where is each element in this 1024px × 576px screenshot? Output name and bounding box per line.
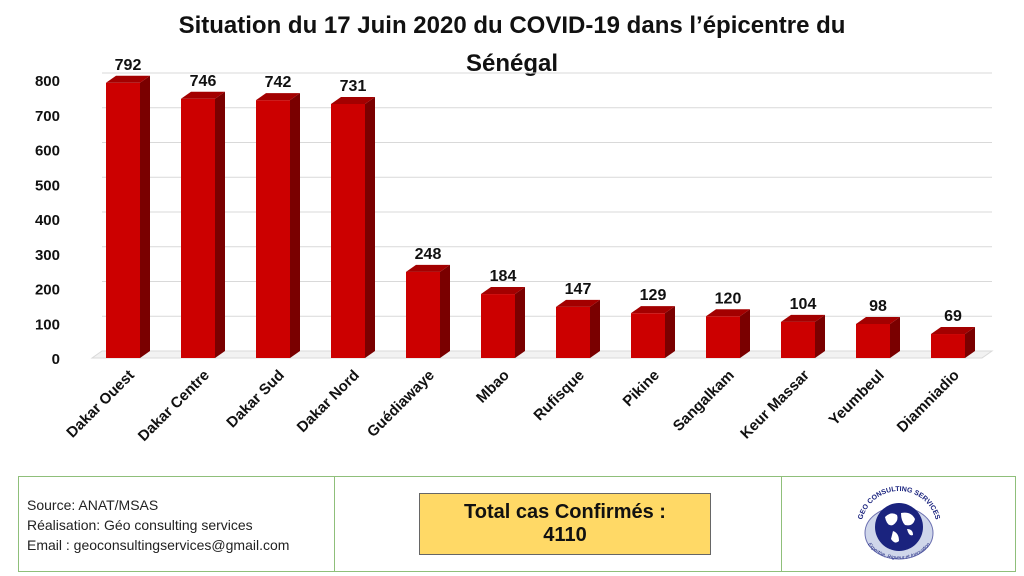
- x-tick-label: Mbao: [473, 367, 513, 407]
- data-label: 147: [565, 281, 592, 298]
- footer-info-cell: Source: ANAT/MSAS Réalisation: Géo consu…: [19, 477, 335, 571]
- realisation-text: Réalisation: Géo consulting services: [27, 517, 253, 533]
- bar-top: [181, 91, 225, 99]
- data-label: 104: [790, 296, 817, 313]
- bar-side: [290, 93, 300, 358]
- bar-top: [781, 314, 825, 322]
- x-tick-label: Yeumbeul: [826, 367, 888, 429]
- x-tick-label: Guédiawaye: [364, 367, 438, 441]
- x-tick-label: Pikine: [620, 367, 663, 410]
- source-text: Source: ANAT/MSAS: [27, 497, 159, 513]
- y-tick-label: 600: [35, 143, 60, 160]
- bar-side: [365, 96, 375, 358]
- bar: [781, 321, 815, 358]
- email-text: Email : geoconsultingservices@gmail.com: [27, 537, 290, 553]
- bar-side: [215, 91, 225, 358]
- bar-top: [856, 316, 900, 324]
- bar-top: [481, 287, 525, 295]
- data-label: 184: [490, 268, 517, 285]
- bar: [856, 323, 890, 358]
- x-tick-label: Keur Massar: [737, 367, 813, 443]
- bar: [181, 98, 215, 358]
- x-tick-label: Sangalkam: [670, 367, 738, 435]
- y-tick-label: 300: [35, 247, 60, 264]
- data-label: 129: [640, 287, 667, 304]
- data-label: 742: [265, 74, 292, 91]
- y-tick-label: 0: [52, 351, 60, 368]
- bar: [706, 316, 740, 358]
- data-label: 792: [115, 57, 142, 74]
- data-label: 248: [415, 246, 442, 263]
- bar: [406, 271, 440, 358]
- footer-logo-cell: GEO CONSULTING SERVICES Expertise, Rigue…: [781, 477, 1015, 571]
- data-label: 98: [869, 298, 887, 315]
- bar-side: [815, 314, 825, 358]
- chart-floor: [90, 350, 994, 359]
- globe-icon: [864, 503, 934, 560]
- bar-top: [556, 299, 600, 307]
- bar-side: [590, 299, 600, 358]
- total-confirmed-box: Total cas Confirmés : 4110: [419, 493, 711, 555]
- y-tick-label: 800: [35, 73, 60, 90]
- bar-side: [515, 287, 525, 358]
- bar-side: [140, 75, 150, 358]
- y-tick-label: 200: [35, 282, 60, 299]
- bar-side: [890, 316, 900, 358]
- bar: [331, 103, 365, 358]
- bar-top: [706, 309, 750, 317]
- logo: GEO CONSULTING SERVICES Expertise, Rigue…: [857, 486, 941, 561]
- data-label: 746: [190, 73, 217, 90]
- total-value: 4110: [543, 524, 587, 546]
- bar-side: [440, 264, 450, 358]
- bar-top: [406, 264, 450, 272]
- footer-total-cell: Total cas Confirmés : 4110: [335, 477, 782, 571]
- bar-top: [631, 306, 675, 314]
- bar-side: [965, 327, 975, 358]
- y-tick-label: 100: [35, 316, 60, 333]
- x-tick-label: Diamniadio: [894, 367, 963, 436]
- data-label: 120: [715, 290, 742, 307]
- x-tick-label: Dakar Sud: [223, 367, 287, 431]
- data-label: 69: [944, 308, 962, 325]
- bar: [556, 306, 590, 358]
- bar-top: [256, 93, 300, 101]
- x-tick-label: Dakar Ouest: [63, 367, 138, 442]
- bar-side: [740, 309, 750, 358]
- x-tick-label: Dakar Nord: [294, 367, 363, 436]
- x-tick-label: Dakar Centre: [135, 367, 213, 445]
- bar: [106, 82, 140, 358]
- data-label: 731: [340, 78, 367, 95]
- bar: [256, 100, 290, 358]
- bar-chart: 0 100 200 300 400 500 600 700 800 792 Dakar Ouest 7…: [35, 57, 994, 445]
- chart-title-line-1: Situation du 17 Juin 2020 du COVID-19 da…: [178, 12, 846, 39]
- bar: [931, 334, 965, 358]
- x-tick-label: Rufisque: [530, 367, 587, 424]
- bar-top: [106, 75, 150, 83]
- y-tick-label: 700: [35, 108, 60, 125]
- total-label: Total cas Confirmés :: [464, 501, 666, 523]
- bar: [481, 294, 515, 358]
- y-tick-label: 400: [35, 212, 60, 229]
- bar-top: [331, 96, 375, 104]
- bar-top: [931, 327, 975, 335]
- bar: [631, 313, 665, 358]
- footer-panel: Source: ANAT/MSAS Réalisation: Géo consu…: [18, 476, 1016, 572]
- bar-side: [665, 306, 675, 358]
- y-tick-label: 500: [35, 177, 60, 194]
